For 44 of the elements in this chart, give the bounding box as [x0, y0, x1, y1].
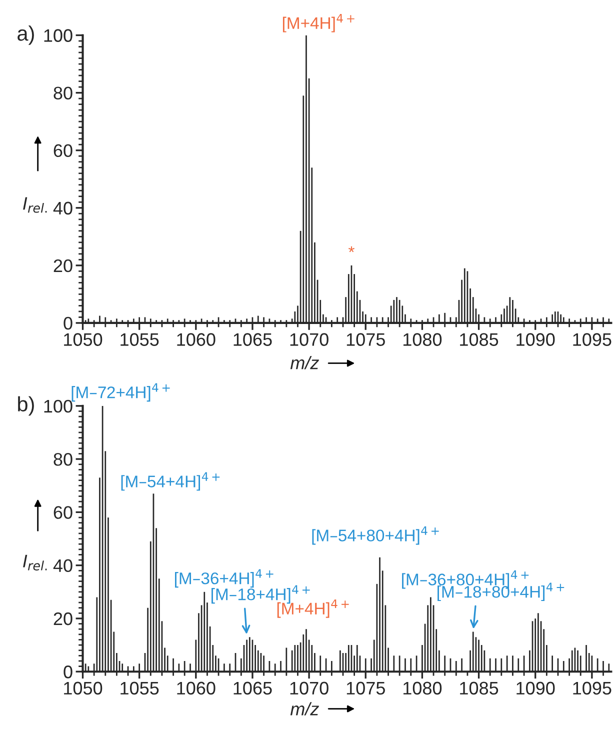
x-tick-label: 1065: [234, 333, 272, 346]
y-tick-label: 0: [64, 316, 72, 330]
x-tick-label: 1090: [516, 333, 555, 346]
x-tick-label: 1085: [460, 682, 498, 695]
y-tick-label: 80: [54, 452, 72, 466]
chart-title: a): [18, 26, 34, 45]
x-tick-label: 1075: [346, 682, 385, 695]
y-tick-label: 40: [53, 202, 72, 215]
x-tick-label: 1065: [234, 682, 272, 695]
y-tick-label: 80: [54, 86, 72, 100]
x-tick-label: 1050: [64, 682, 102, 695]
x-tick-label: 1080: [404, 682, 442, 695]
y-axis-title: I$_{rel.}$: [23, 197, 47, 213]
x-tick-label: 1085: [460, 333, 498, 346]
y-tick-label: 20: [54, 612, 72, 626]
annotation: *: [348, 246, 354, 252]
y-tick-label: 60: [54, 506, 72, 519]
x-tick-label: 1080: [404, 333, 442, 346]
x-tick-label: 1075: [346, 333, 385, 346]
annotation: [M+4H]$^{4+}$: [282, 14, 354, 32]
annotation: [M–36+4H]$^{4+}$: [175, 569, 274, 588]
x-tick-label: 1055: [120, 333, 159, 346]
x-tick-label: 1095: [573, 333, 612, 346]
x-axis-title: m/z: [290, 356, 319, 370]
x-tick-label: 1055: [120, 682, 159, 695]
y-tick-label: 40: [53, 559, 72, 572]
x-axis-title: m/z: [290, 702, 319, 716]
x-tick-label: 1070: [290, 682, 328, 695]
y-axis-title: I$_{rel.}$: [23, 554, 47, 570]
annotation: [M–54+4H]$^{4+}$: [121, 472, 220, 491]
chart-title: b): [18, 396, 34, 416]
y-tick-label: 100: [44, 400, 72, 413]
y-tick-label: 0: [64, 666, 72, 678]
x-tick-label: 1060: [177, 682, 216, 695]
x-tick-label: 1060: [177, 333, 216, 346]
y-tick-label: 100: [44, 29, 72, 42]
annotation: [M–54+80+4H]$^{4+}$: [312, 526, 439, 545]
annotation: [M–72+4H]$^{4+}$: [72, 383, 170, 402]
x-tick-label: 1050: [64, 333, 102, 346]
y-tick-label: 20: [54, 259, 72, 272]
x-tick-label: 1070: [290, 333, 328, 346]
y-tick-label: 60: [54, 144, 72, 158]
x-tick-label: 1095: [573, 682, 612, 695]
x-tick-label: 1090: [516, 682, 555, 695]
